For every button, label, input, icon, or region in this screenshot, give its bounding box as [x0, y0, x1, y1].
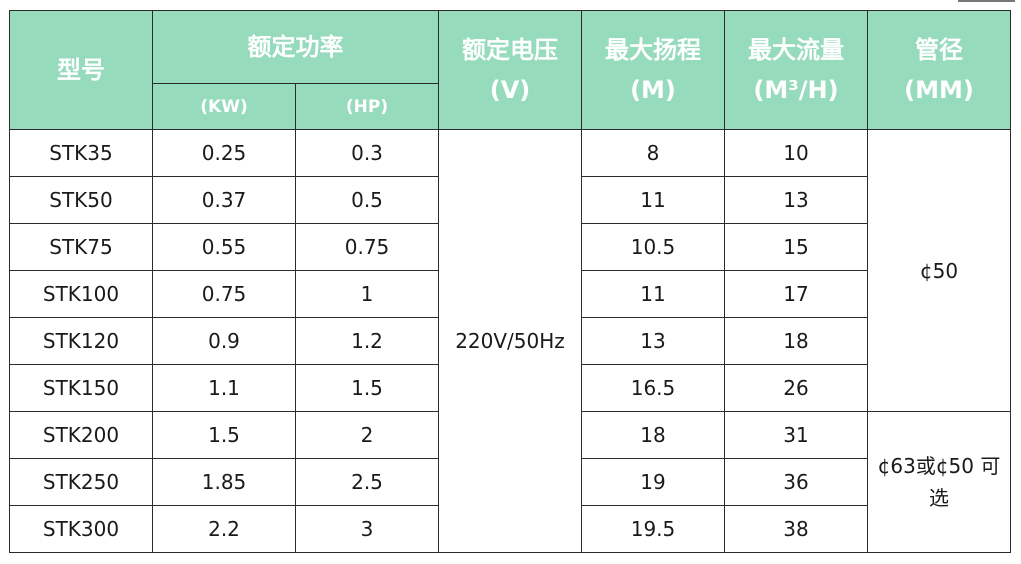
cell-head: 11 [581, 270, 725, 318]
cell-voltage: 220V/50Hz [438, 129, 582, 553]
pipe-group2-line2: 可选 [929, 454, 1001, 510]
cell-model: STK300 [9, 505, 153, 553]
cell-hp: 0.5 [295, 176, 439, 224]
header-voltage-unit: (V) [489, 76, 531, 104]
cell-head: 18 [581, 411, 725, 459]
header-pipe-title: 管径 [915, 36, 963, 64]
cell-model: STK200 [9, 411, 153, 459]
cell-flow: 31 [724, 411, 868, 459]
cell-head: 11 [581, 176, 725, 224]
cell-flow: 17 [724, 270, 868, 318]
cell-hp: 0.3 [295, 129, 439, 177]
cell-hp: 1 [295, 270, 439, 318]
cell-model: STK120 [9, 317, 153, 365]
cell-pipe-group2: ¢63或¢50 可选 [867, 411, 1011, 553]
header-power-kw: (KW) [152, 83, 296, 130]
table-row: STK150 1.1 1.5 16.5 26 [9, 364, 1011, 412]
cell-flow: 26 [724, 364, 868, 412]
cell-model: STK35 [9, 129, 153, 177]
cell-hp: 0.75 [295, 223, 439, 271]
cell-kw: 0.37 [152, 176, 296, 224]
cell-head: 10.5 [581, 223, 725, 271]
cell-hp: 1.5 [295, 364, 439, 412]
header-rated-power: 额定功率 [152, 10, 439, 84]
header-pipe-unit: (MM) [904, 76, 974, 104]
header-pipe-diameter: 管径 (MM) [867, 10, 1011, 130]
cell-model: STK150 [9, 364, 153, 412]
header-max-flow: 最大流量 (M³/H) [724, 10, 868, 130]
cell-pipe-group1: ¢50 [867, 129, 1011, 412]
cell-flow: 15 [724, 223, 868, 271]
cell-hp: 2.5 [295, 458, 439, 506]
cell-kw: 0.55 [152, 223, 296, 271]
cell-head: 8 [581, 129, 725, 177]
pump-spec-table: 型号 额定功率 额定电压 (V) 最大扬程 (M) 最大流量 (M³/H) 管径… [9, 10, 1011, 553]
cell-kw: 2.2 [152, 505, 296, 553]
header-head-title: 最大扬程 [605, 36, 701, 64]
cell-flow: 38 [724, 505, 868, 553]
cell-kw: 0.9 [152, 317, 296, 365]
header-voltage-title: 额定电压 [462, 36, 558, 64]
cell-hp: 3 [295, 505, 439, 553]
cell-model: STK75 [9, 223, 153, 271]
cell-model: STK250 [9, 458, 153, 506]
cell-model: STK100 [9, 270, 153, 318]
header-flow-title: 最大流量 [748, 36, 844, 64]
table-row: STK120 0.9 1.2 13 18 [9, 317, 1011, 365]
cell-flow: 10 [724, 129, 868, 177]
cell-flow: 18 [724, 317, 868, 365]
header-power-hp: (HP) [295, 83, 439, 130]
cell-model: STK50 [9, 176, 153, 224]
cell-hp: 1.2 [295, 317, 439, 365]
top-rule [958, 0, 1015, 2]
table-row: STK300 2.2 3 19.5 38 [9, 505, 1011, 553]
cell-kw: 0.75 [152, 270, 296, 318]
table-row: STK250 1.85 2.5 19 36 [9, 458, 1011, 506]
header-rated-voltage: 额定电压 (V) [438, 10, 582, 130]
table-row: STK75 0.55 0.75 10.5 15 [9, 223, 1011, 271]
table-row: STK35 0.25 0.3 220V/50Hz 8 10 ¢50 [9, 129, 1011, 553]
cell-flow: 13 [724, 176, 868, 224]
cell-head: 16.5 [581, 364, 725, 412]
cell-kw: 1.5 [152, 411, 296, 459]
cell-flow: 36 [724, 458, 868, 506]
cell-head: 13 [581, 317, 725, 365]
cell-kw: 1.1 [152, 364, 296, 412]
header-flow-unit: (M³/H) [753, 76, 839, 104]
header-model: 型号 [9, 10, 153, 130]
cell-head: 19 [581, 458, 725, 506]
header-head-unit: (M) [630, 76, 676, 104]
cell-head: 19.5 [581, 505, 725, 553]
cell-hp: 2 [295, 411, 439, 459]
pipe-group2-line1: ¢63或¢50 [877, 454, 974, 478]
cell-kw: 1.85 [152, 458, 296, 506]
header-max-head: 最大扬程 (M) [581, 10, 725, 130]
cell-kw: 0.25 [152, 129, 296, 177]
